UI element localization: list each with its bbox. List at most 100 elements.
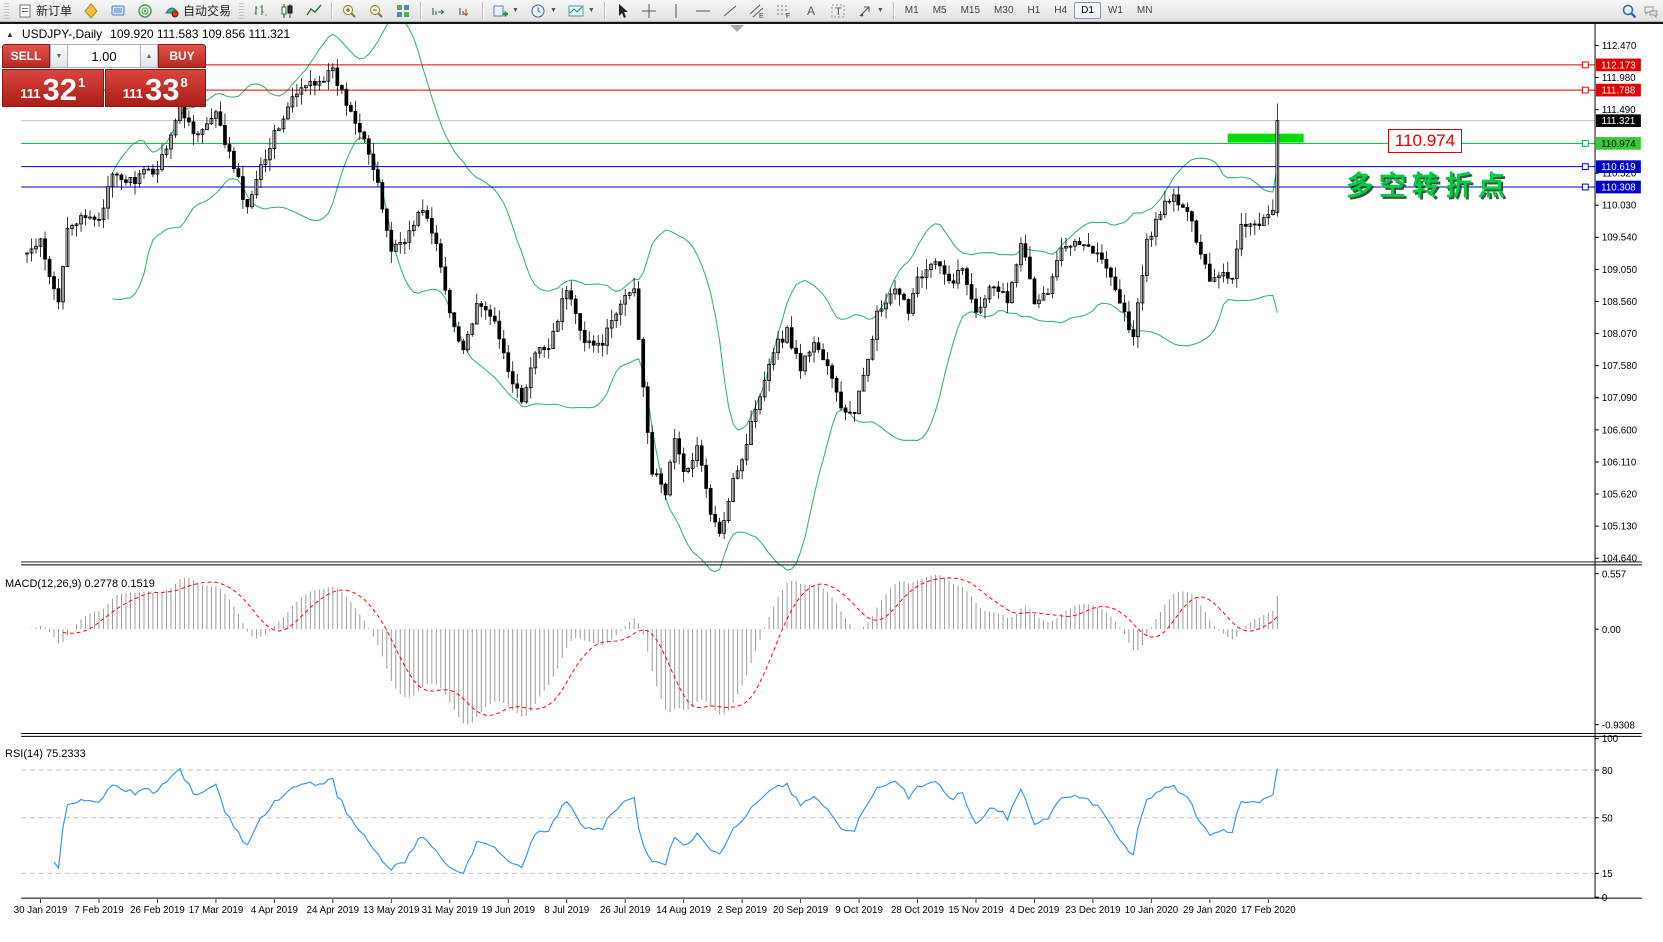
timeframe-group: M1 M5 M15 M30 H1 H4 D1 W1 MN — [898, 2, 1160, 19]
window-splitter-handle[interactable] — [730, 25, 744, 32]
svg-text:E: E — [759, 13, 764, 19]
crosshair-icon — [641, 3, 656, 18]
svg-text:104.640: 104.640 — [1602, 554, 1638, 565]
chat-icon[interactable] — [1643, 3, 1659, 19]
zoom-out-button[interactable] — [363, 1, 389, 21]
date-axis: 30 Jan 2019 7 Feb 2019 26 Feb 2019 17 Mar 2… — [14, 899, 1296, 916]
turning-point-annotation[interactable]: 多空转折点 — [1346, 171, 1511, 201]
toolbar-grip — [239, 2, 245, 19]
sell-price-tile[interactable]: 111 32 1 — [2, 69, 104, 107]
separator — [482, 1, 484, 20]
tf-button-D1[interactable]: D1 — [1074, 2, 1101, 19]
trendline-tool-button[interactable] — [717, 1, 743, 21]
svg-text:111.490: 111.490 — [1602, 105, 1636, 116]
market-watch-icon — [84, 2, 98, 19]
crosshair-tool-button[interactable] — [636, 1, 662, 21]
fibonacci-tool-button[interactable]: F — [771, 1, 797, 21]
buy-price-pip: 8 — [180, 75, 188, 90]
date-label: 14 Aug 2019 — [656, 905, 711, 916]
buy-button[interactable]: BUY — [158, 44, 206, 68]
chevron-down-icon: ▼ — [587, 7, 595, 14]
equidistant-channel-tool-button[interactable]: E — [744, 1, 770, 21]
svg-text:A: A — [807, 4, 815, 18]
svg-text:109.540: 109.540 — [1602, 233, 1638, 244]
chart-shift-button[interactable] — [452, 1, 478, 21]
ohlc-values: 109.920 111.583 109.856 111.321 — [110, 27, 291, 41]
svg-text:106.110: 106.110 — [1602, 457, 1637, 468]
templates-button[interactable]: ▼ — [563, 1, 600, 21]
date-label: 10 Jan 2020 — [1125, 905, 1179, 916]
templates-icon — [568, 5, 584, 16]
tf-button-M30[interactable]: M30 — [994, 5, 1014, 16]
auto-scroll-button[interactable] — [425, 1, 451, 21]
collapse-arrow-icon[interactable]: ▲ — [6, 29, 14, 39]
tf-button-M15[interactable]: M15 — [960, 5, 981, 16]
rsi-axis-label: 0 — [1602, 893, 1608, 904]
separator — [892, 1, 894, 20]
macd-axis-label: 0.00 — [1602, 625, 1622, 636]
text-tool-button[interactable]: A — [798, 1, 824, 21]
tf-button-H1[interactable]: H1 — [1027, 5, 1041, 16]
cursor-tool-button[interactable] — [609, 1, 635, 21]
arrows-tool-button[interactable]: ▼ — [852, 1, 889, 21]
line-handle — [1581, 139, 1589, 147]
line-chart-button[interactable] — [301, 1, 327, 21]
toolbar-grip — [4, 2, 9, 19]
signals-button[interactable] — [132, 1, 158, 21]
candlestick-icon — [281, 3, 293, 18]
date-label: 23 Dec 2019 — [1065, 905, 1120, 916]
buy-price-tile[interactable]: 111 33 8 — [104, 69, 206, 107]
date-label: 19 Jun 2019 — [481, 905, 535, 916]
bar-chart-button[interactable] — [247, 1, 273, 21]
terminal-icon — [111, 5, 125, 15]
add-indicator-button[interactable]: ▼ — [487, 1, 524, 21]
new-order-button[interactable]: 新订单 — [12, 1, 77, 21]
tf-button-W1[interactable]: W1 — [1107, 5, 1123, 16]
svg-text:110.619: 110.619 — [1601, 162, 1635, 173]
svg-text:108.560: 108.560 — [1602, 297, 1638, 308]
add-indicator-icon — [493, 5, 509, 16]
zoom-in-button[interactable] — [336, 1, 362, 21]
rsi-axis-label: 80 — [1602, 766, 1613, 777]
volume-increase-button[interactable]: ▲ — [140, 44, 158, 68]
volume-input[interactable] — [68, 44, 140, 68]
tile-windows-button[interactable] — [390, 1, 416, 21]
volume-decrease-button[interactable]: ▼ — [50, 44, 68, 68]
candlestick-button[interactable] — [274, 1, 300, 21]
tf-button-M5[interactable]: M5 — [932, 5, 947, 16]
chart-window: 112.470 111.980 111.490 110.520 110.030 109.5… — [0, 22, 1663, 942]
search-icon[interactable] — [1621, 3, 1637, 19]
date-label: 31 May 2019 — [422, 905, 478, 916]
horizontal-line-tool-button[interactable] — [690, 1, 716, 21]
date-label: 24 Apr 2019 — [307, 905, 360, 916]
date-label: 8 Jul 2019 — [544, 905, 589, 916]
tf-button-H4[interactable]: H4 — [1054, 5, 1068, 16]
fibonacci-icon: F — [776, 5, 790, 19]
buy-price-prefix: 111 — [122, 86, 144, 101]
trendline-icon — [723, 5, 737, 16]
line-handle — [1581, 86, 1589, 94]
svg-text:110.974: 110.974 — [1601, 139, 1636, 150]
market-watch-button[interactable] — [78, 1, 104, 21]
chart-canvas[interactable]: 112.470 111.980 111.490 110.520 110.030 109.5… — [0, 24, 1663, 942]
date-label: 13 May 2019 — [363, 905, 419, 916]
zoom-out-icon — [370, 4, 383, 18]
sell-button[interactable]: SELL — [2, 44, 50, 68]
new-order-icon — [19, 4, 31, 17]
vertical-line-tool-button[interactable] — [663, 1, 689, 21]
terminal-button[interactable] — [105, 1, 131, 21]
macd-signal-line — [62, 577, 1278, 716]
svg-text:106.600: 106.600 — [1602, 425, 1638, 436]
tf-button-MN[interactable]: MN — [1136, 5, 1153, 16]
auto-trading-button[interactable]: 自动交易 — [159, 1, 236, 21]
tf-button-M1[interactable]: M1 — [904, 5, 919, 16]
symbol-header: ▲ USDJPY-,Daily 109.920 111.583 109.856 … — [6, 27, 290, 41]
text-label-tool-button[interactable]: T — [825, 1, 851, 21]
auto-scroll-icon — [432, 7, 445, 15]
price-callout-label[interactable]: 110.974 — [1388, 129, 1462, 153]
candle-wicks — [26, 58, 1278, 539]
line-handle — [1581, 61, 1589, 69]
axis-price-badge — [1596, 83, 1641, 97]
svg-text:108.070: 108.070 — [1602, 329, 1638, 340]
periods-button[interactable]: ▼ — [525, 1, 562, 21]
